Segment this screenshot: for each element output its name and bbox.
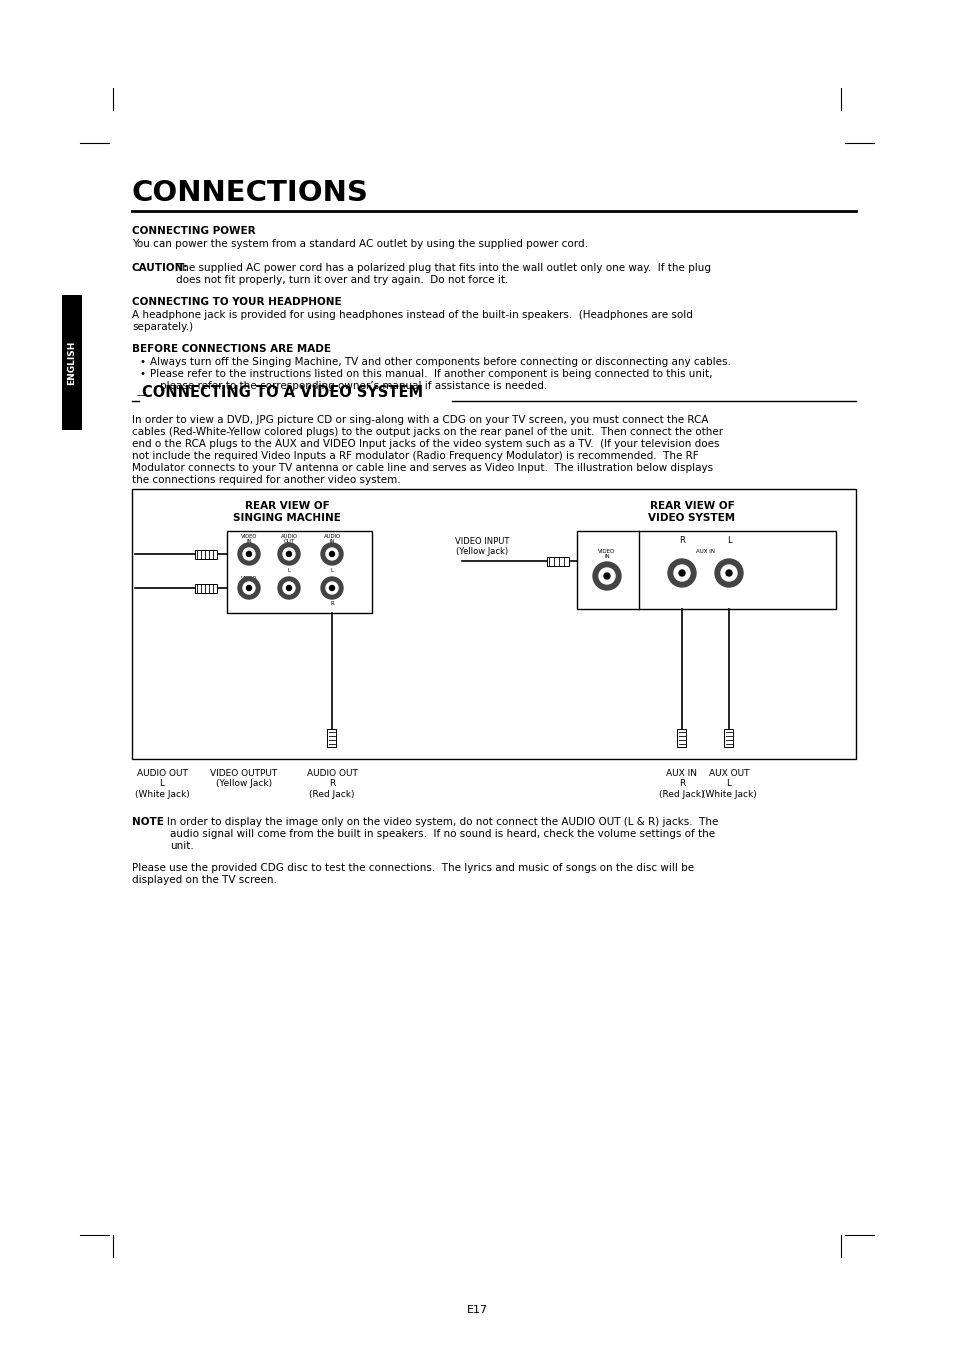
Text: R: R <box>679 536 684 545</box>
Bar <box>194 583 216 593</box>
Circle shape <box>286 586 292 590</box>
Text: A headphone jack is provided for using headphones instead of the built-in speake: A headphone jack is provided for using h… <box>132 310 692 320</box>
Text: REAR VIEW OF
SINGING MACHINE: REAR VIEW OF SINGING MACHINE <box>233 501 340 524</box>
Circle shape <box>667 559 696 587</box>
Text: CONNECTING TO YOUR HEADPHONE: CONNECTING TO YOUR HEADPHONE <box>132 297 341 306</box>
Circle shape <box>320 576 343 599</box>
Circle shape <box>243 548 254 560</box>
Text: AUX IN
R
(Red Jack): AUX IN R (Red Jack) <box>659 769 704 799</box>
Circle shape <box>679 570 684 576</box>
Text: •: • <box>140 356 146 367</box>
Text: The supplied AC power cord has a polarized plug that fits into the wall outlet o: The supplied AC power cord has a polariz… <box>175 263 710 273</box>
Text: displayed on the TV screen.: displayed on the TV screen. <box>132 875 276 886</box>
Text: AUX OUT
L
(White Jack): AUX OUT L (White Jack) <box>700 769 756 799</box>
Text: NOTE: NOTE <box>132 817 164 828</box>
Text: VIDEO
IN: VIDEO IN <box>240 535 257 544</box>
Circle shape <box>243 582 254 594</box>
Circle shape <box>720 566 737 580</box>
Text: L: L <box>726 536 731 545</box>
Circle shape <box>603 572 609 579</box>
Text: BEFORE CONNECTIONS ARE MADE: BEFORE CONNECTIONS ARE MADE <box>132 344 331 354</box>
Circle shape <box>286 552 292 556</box>
Bar <box>677 729 686 747</box>
Circle shape <box>320 543 343 566</box>
Circle shape <box>725 570 731 576</box>
Text: In order to view a DVD, JPG picture CD or sing-along with a CDG on your TV scree: In order to view a DVD, JPG picture CD o… <box>132 414 708 425</box>
Circle shape <box>237 576 260 599</box>
Bar <box>723 729 733 747</box>
Circle shape <box>277 543 299 566</box>
Text: separately.): separately.) <box>132 323 193 332</box>
Bar <box>546 556 568 566</box>
Bar <box>62 296 82 431</box>
Text: Please refer to the instructions listed on this manual.  If another component is: Please refer to the instructions listed … <box>150 369 712 379</box>
Text: Please use the provided CDG disc to test the connections.  The lyrics and music : Please use the provided CDG disc to test… <box>132 863 694 873</box>
Bar <box>132 489 855 759</box>
Circle shape <box>593 562 620 590</box>
Text: unit.: unit. <box>170 841 193 850</box>
Text: AUDIO
IN: AUDIO IN <box>323 535 340 544</box>
Circle shape <box>326 548 337 560</box>
Text: —: — <box>137 392 145 400</box>
Text: Modulator connects to your TV antenna or cable line and serves as Video Input.  : Modulator connects to your TV antenna or… <box>132 463 713 472</box>
Text: REAR VIEW OF
VIDEO SYSTEM: REAR VIEW OF VIDEO SYSTEM <box>648 501 735 524</box>
Text: the connections required for another video system.: the connections required for another vid… <box>132 475 400 485</box>
Text: VIDEO
OUT: VIDEO OUT <box>240 576 257 586</box>
Text: CAUTION:: CAUTION: <box>132 263 189 273</box>
Text: R: R <box>330 601 334 606</box>
Text: does not fit properly, turn it over and try again.  Do not force it.: does not fit properly, turn it over and … <box>175 275 508 285</box>
Text: cables (Red-White-Yellow colored plugs) to the output jacks on the rear panel of: cables (Red-White-Yellow colored plugs) … <box>132 427 722 437</box>
Text: AUDIO
OUT: AUDIO OUT <box>280 535 297 544</box>
Text: CONNECTING TO A VIDEO SYSTEM: CONNECTING TO A VIDEO SYSTEM <box>142 385 423 400</box>
Circle shape <box>283 582 294 594</box>
Circle shape <box>598 568 615 585</box>
Text: AUX IN: AUX IN <box>696 549 714 553</box>
Text: L: L <box>287 568 291 572</box>
Bar <box>227 531 372 613</box>
Text: please refer to the corresponding owner’s manual if assistance is needed.: please refer to the corresponding owner’… <box>160 381 547 392</box>
Circle shape <box>283 548 294 560</box>
Text: •: • <box>140 369 146 379</box>
Circle shape <box>714 559 742 587</box>
Text: end o the RCA plugs to the AUX and VIDEO Input jacks of the video system such as: end o the RCA plugs to the AUX and VIDEO… <box>132 439 719 450</box>
Text: VIDEO
IN: VIDEO IN <box>598 549 615 559</box>
Text: You can power the system from a standard AC outlet by using the supplied power c: You can power the system from a standard… <box>132 239 587 248</box>
Text: : In order to display the image only on the video system, do not connect the AUD: : In order to display the image only on … <box>160 817 718 828</box>
Bar <box>577 531 835 609</box>
Text: VIDEO INPUT
(Yellow Jack): VIDEO INPUT (Yellow Jack) <box>455 536 509 556</box>
Text: CONNECTING POWER: CONNECTING POWER <box>132 225 255 236</box>
Circle shape <box>246 586 252 590</box>
Text: CONNECTIONS: CONNECTIONS <box>132 180 369 207</box>
Circle shape <box>673 566 689 580</box>
Circle shape <box>246 552 252 556</box>
Text: audio signal will come from the built in speakers.  If no sound is heard, check : audio signal will come from the built in… <box>170 829 715 838</box>
Circle shape <box>329 552 335 556</box>
Circle shape <box>326 582 337 594</box>
Bar <box>327 729 336 747</box>
Text: L: L <box>330 568 334 572</box>
Text: VIDEO OUTPUT
(Yellow Jack): VIDEO OUTPUT (Yellow Jack) <box>211 769 277 788</box>
Text: Always turn off the Singing Machine, TV and other components before connecting o: Always turn off the Singing Machine, TV … <box>150 356 730 367</box>
Text: E17: E17 <box>466 1305 487 1315</box>
Text: ENGLISH: ENGLISH <box>68 340 76 385</box>
Circle shape <box>329 586 335 590</box>
Circle shape <box>237 543 260 566</box>
Bar <box>194 549 216 559</box>
Text: not include the required Video Inputs a RF modulator (Radio Frequency Modulator): not include the required Video Inputs a … <box>132 451 698 460</box>
Text: AUDIO OUT
R
(Red Jack): AUDIO OUT R (Red Jack) <box>306 769 357 799</box>
Text: AUDIO OUT
L
(White Jack): AUDIO OUT L (White Jack) <box>134 769 190 799</box>
Circle shape <box>277 576 299 599</box>
